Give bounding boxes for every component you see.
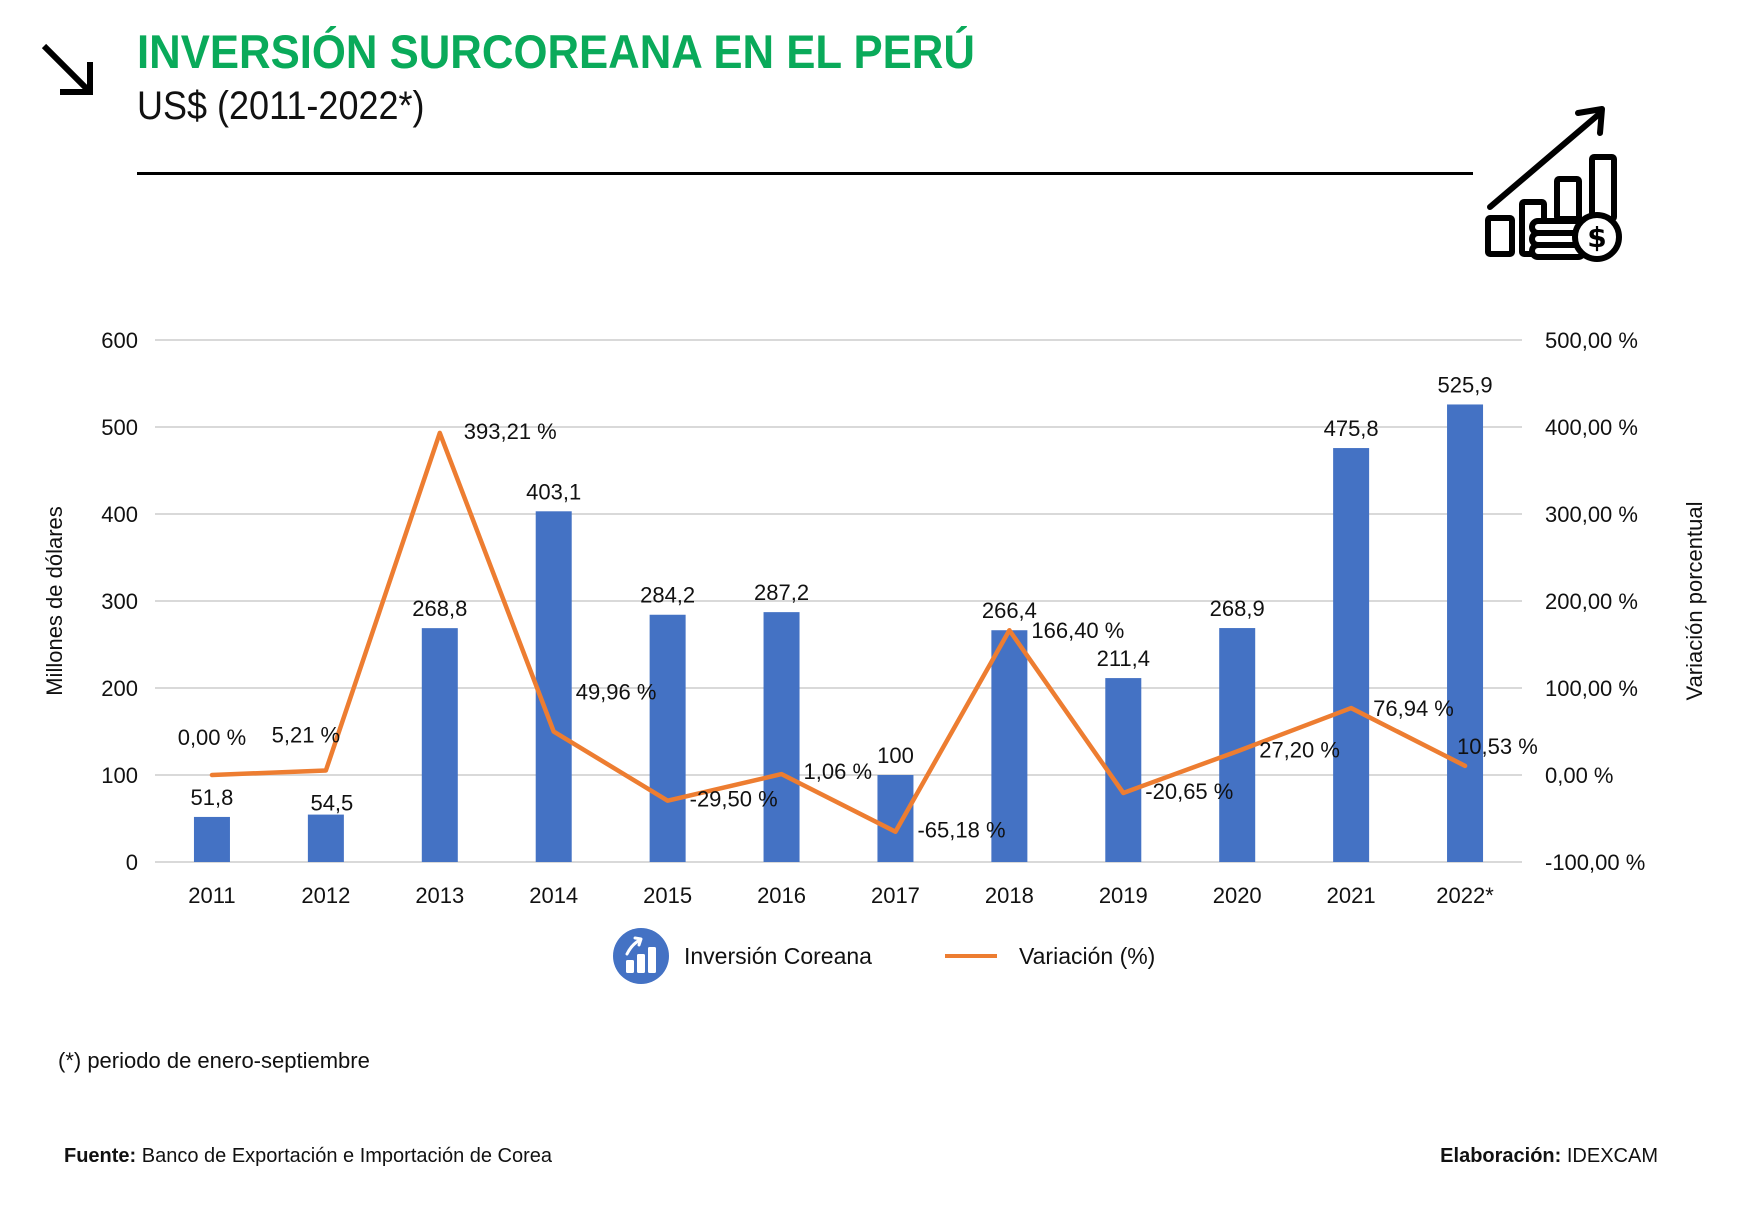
bar-2015	[649, 614, 686, 862]
legend-swatch-line	[945, 954, 997, 958]
x-tick-label: 2012	[301, 883, 350, 908]
growth-chart-dollar-icon: $	[1485, 106, 1622, 262]
y2-tick-label: -100,00 %	[1545, 850, 1645, 875]
bar-label: 525,9	[1438, 372, 1493, 397]
legend-label-inversion: Inversión Coreana	[684, 942, 872, 969]
y-tick-label: 300	[101, 589, 138, 614]
credit-note: Elaboración: IDEXCAM	[1440, 1145, 1658, 1168]
x-tick-label: 2017	[871, 883, 920, 908]
line-label: 5,21 %	[272, 722, 341, 747]
bar-label: 54,5	[310, 791, 353, 816]
bar-2011	[193, 816, 230, 862]
bar-2021	[1333, 448, 1370, 862]
line-label: -65,18 %	[917, 818, 1005, 843]
y2-tick-label: 100,00 %	[1545, 676, 1638, 701]
page-subtitle: US$ (2011-2022*)	[137, 84, 425, 128]
bar-2013	[421, 628, 458, 862]
variacion-line	[209, 430, 1468, 834]
line-data-labels: 0,00 % 5,21 % 393,21 % 49,96 % -29,50 % 1,06 …	[178, 419, 1538, 843]
line-label: 1,06 %	[804, 759, 873, 784]
credit-label: Elaboración:	[1440, 1145, 1562, 1167]
x-tick-label: 2014	[529, 883, 578, 908]
combo-chart: 51,8 54,5 268,8 403,1 284,2 287,2 100 266,4 211,…	[42, 328, 1707, 908]
bar-label: 287,2	[754, 580, 809, 605]
y-axis-right-title: Variación porcentual	[1682, 502, 1707, 701]
y-axis-left-ticks: 0 100 200 300 400 500 600	[101, 328, 138, 875]
legend-label-variacion: Variación (%)	[1019, 942, 1156, 969]
bar-label: 284,2	[640, 583, 695, 608]
y-tick-label: 200	[101, 676, 138, 701]
x-tick-label: 2015	[643, 883, 692, 908]
line-label: -29,50 %	[690, 787, 778, 812]
x-tick-label: 2013	[415, 883, 464, 908]
header-divider	[137, 172, 1473, 175]
source-note: Fuente: Banco de Exportación e Importaci…	[64, 1145, 552, 1168]
bar-2016	[763, 612, 800, 862]
arrow-down-right-icon	[41, 43, 93, 95]
bar-2019	[1105, 678, 1142, 862]
legend-item-inversion: Inversión Coreana	[612, 928, 872, 984]
y2-tick-label: 300,00 %	[1545, 502, 1638, 527]
bar-2018	[991, 630, 1028, 862]
page-title: INVERSIÓN SURCOREANA EN EL PERÚ	[137, 25, 975, 78]
bar-label: 100	[877, 743, 914, 768]
y-tick-label: 0	[126, 850, 138, 875]
line-label: 166,40 %	[1031, 618, 1124, 643]
bar-label: 475,8	[1324, 416, 1379, 441]
y-axis-left-title: Millones de dólares	[42, 506, 67, 696]
bar-label: 51,8	[191, 785, 234, 810]
bar-data-labels: 51,8 54,5 268,8 403,1 284,2 287,2 100 266,4 211,…	[191, 372, 1493, 815]
line-label: 76,94 %	[1373, 696, 1454, 721]
bar-label: 266,4	[982, 598, 1037, 623]
x-tick-label: 2022*	[1436, 883, 1494, 908]
bar-2012	[307, 814, 344, 862]
bar-label: 268,8	[412, 596, 467, 621]
legend-item-variacion: Variación (%)	[945, 928, 1155, 984]
x-tick-label: 2019	[1099, 883, 1148, 908]
source-text: Banco de Exportación e Importación de Co…	[136, 1145, 553, 1167]
bar-series	[193, 404, 1484, 862]
x-tick-label: 2021	[1327, 883, 1376, 908]
line-label: 27,20 %	[1259, 737, 1340, 762]
x-tick-label: 2018	[985, 883, 1034, 908]
y-axis-right-ticks: -100,00 % 0,00 % 100,00 % 200,00 % 300,00 % 4…	[1545, 328, 1645, 875]
bar-2017	[877, 775, 914, 862]
bar-label: 268,9	[1210, 596, 1265, 621]
line-label: -20,65 %	[1145, 779, 1233, 804]
y2-tick-label: 0,00 %	[1545, 763, 1614, 788]
line-series	[209, 430, 1468, 834]
y-tick-label: 400	[101, 502, 138, 527]
line-label: 49,96 %	[576, 680, 657, 705]
bar-2022*	[1447, 404, 1484, 862]
footnote: (*) periodo de enero-septiembre	[58, 1048, 370, 1073]
y-tick-label: 100	[101, 763, 138, 788]
bar-2014	[535, 511, 572, 862]
x-axis-ticks: 2011 2012 2013 2014 2015 2016 2017 2018 2019 2020…	[188, 883, 1494, 908]
line-label: 0,00 %	[178, 725, 247, 750]
bar-label: 403,1	[526, 479, 581, 504]
svg-text:$: $	[1587, 221, 1606, 254]
bar-chart-growth-icon	[613, 928, 669, 984]
line-label: 10,53 %	[1457, 734, 1538, 759]
x-tick-label: 2020	[1213, 883, 1262, 908]
line-label: 393,21 %	[464, 419, 557, 444]
credit-text: IDEXCAM	[1561, 1145, 1658, 1167]
x-tick-label: 2016	[757, 883, 806, 908]
y2-tick-label: 200,00 %	[1545, 589, 1638, 614]
y-tick-label: 600	[101, 328, 138, 353]
x-tick-label: 2011	[188, 883, 235, 908]
y-tick-label: 500	[101, 415, 138, 440]
y2-tick-label: 500,00 %	[1545, 328, 1638, 353]
bar-label: 211,4	[1097, 646, 1150, 671]
source-label: Fuente:	[64, 1145, 137, 1167]
y2-tick-label: 400,00 %	[1545, 415, 1638, 440]
